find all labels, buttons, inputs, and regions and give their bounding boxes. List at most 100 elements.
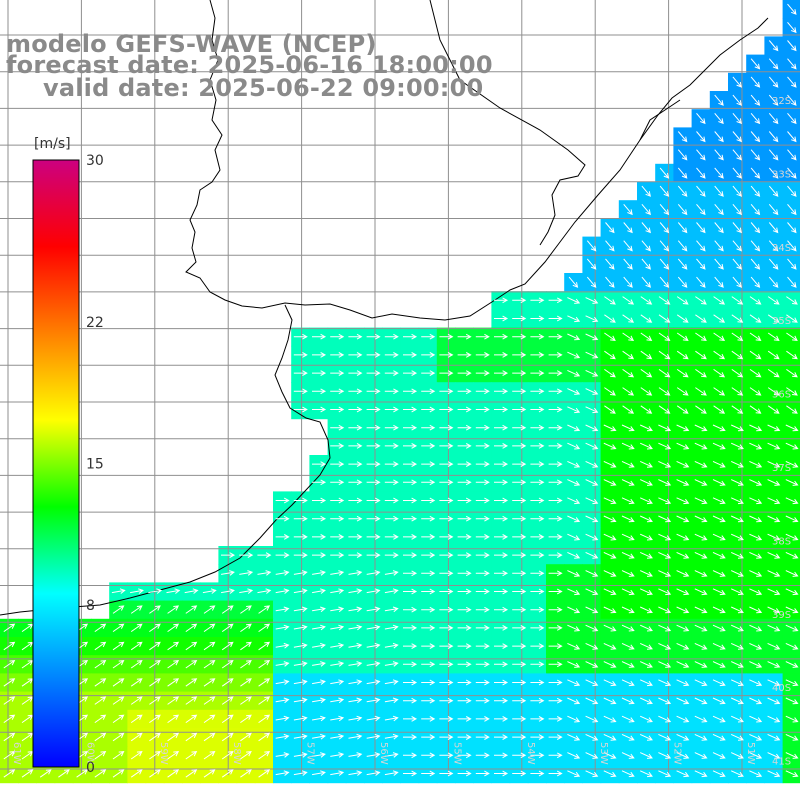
wind-arrow [112, 696, 125, 705]
wind-arrow [439, 552, 454, 558]
wind-arrow [603, 752, 617, 759]
wind-arrow [639, 479, 653, 486]
wind-arrow [384, 570, 399, 576]
wind-arrow [167, 605, 180, 614]
wind-arrow [658, 715, 672, 723]
wind-arrow [548, 643, 563, 649]
wind-arrow [457, 370, 472, 376]
wind-arrow [293, 388, 308, 395]
wind-arrow [585, 315, 599, 323]
wind-arrow [785, 715, 799, 723]
wind-arrow [112, 641, 125, 651]
wind-arrow [240, 714, 252, 724]
wind-arrow [384, 588, 399, 594]
wind-arrow [658, 588, 672, 596]
wind-arrow [3, 769, 16, 778]
wind-arrow [384, 733, 399, 740]
wind-arrow [786, 332, 798, 341]
wind-arrow [768, 149, 779, 161]
wind-arrow [348, 370, 363, 376]
wind-arrow [475, 352, 490, 358]
wind-arrow [749, 570, 763, 577]
wind-arrow [348, 534, 363, 540]
wind-arrow [330, 588, 345, 594]
wind-arrow [694, 642, 708, 650]
wind-arrow [696, 276, 706, 288]
wind-arrow [421, 370, 436, 376]
wind-arrow [312, 388, 327, 395]
wind-arrow [130, 678, 143, 687]
wind-arrow [530, 770, 545, 777]
wind-arrow [787, 112, 797, 125]
wind-arrow [240, 732, 252, 742]
wind-arrow [221, 623, 234, 633]
wind-arrow [275, 770, 290, 776]
wind-arrow [330, 370, 345, 376]
wind-arrow [767, 533, 781, 541]
wind-arrow [658, 368, 671, 378]
wind-arrow [585, 679, 599, 687]
wind-arrow [348, 642, 363, 649]
wind-arrow [403, 352, 418, 358]
wind-arrow [439, 716, 454, 722]
wind-arrow [475, 534, 490, 540]
wind-arrow [439, 406, 454, 413]
wind-arrow [293, 679, 308, 685]
wind-arrow [403, 497, 418, 504]
wind-arrow [603, 697, 617, 705]
wind-arrow [658, 642, 672, 650]
wind-arrow [676, 424, 690, 432]
wind-arrow [312, 770, 326, 776]
wind-arrow [185, 678, 198, 687]
wind-arrow [585, 333, 599, 341]
wind-arrow [384, 661, 399, 667]
wind-arrow [585, 624, 599, 632]
wind-arrow [167, 732, 180, 742]
wind-arrow [749, 715, 763, 723]
wind-arrow [421, 752, 436, 759]
wind-arrow [767, 368, 780, 378]
wind-arrow [749, 442, 763, 450]
wind-arrow [730, 679, 744, 687]
wind-arrow [403, 479, 418, 486]
wind-arrow [786, 296, 798, 305]
wind-arrow [167, 623, 180, 633]
wind-arrow [112, 714, 125, 724]
wind-arrow [475, 552, 490, 558]
wind-arrow [348, 606, 363, 613]
wind-arrow [586, 258, 597, 270]
wind-arrow [714, 258, 724, 270]
wind-arrow [421, 643, 436, 649]
wind-arrow [530, 406, 545, 413]
wind-arrow [203, 641, 216, 651]
wind-arrow [530, 388, 545, 395]
wind-arrow [293, 624, 308, 631]
wind-arrow [787, 21, 797, 34]
wind-arrow [694, 460, 708, 468]
wind-arrow [585, 497, 599, 505]
wind-arrow [694, 715, 708, 723]
wind-arrow [167, 696, 180, 705]
wind-arrow [494, 479, 509, 486]
wind-arrow [384, 333, 399, 340]
wind-arrow [330, 661, 345, 667]
wind-arrow [640, 387, 653, 396]
wind-arrow [530, 734, 545, 740]
wind-arrow [512, 461, 527, 467]
wind-arrow [749, 624, 763, 632]
wind-arrow [293, 552, 308, 558]
wind-arrow [785, 661, 799, 668]
wind-arrow [603, 460, 617, 468]
wind-arrow [348, 406, 363, 413]
wind-arrow [348, 515, 363, 522]
wind-arrow [185, 769, 198, 778]
wind-arrow [293, 752, 308, 758]
wind-arrow [166, 588, 181, 594]
wind-arrow [512, 570, 527, 577]
wind-arrow [403, 424, 418, 431]
wind-arrow [548, 679, 563, 686]
wind-arrow [712, 733, 726, 741]
colorbar-gradient [32, 159, 80, 768]
wind-arrow [787, 131, 797, 143]
